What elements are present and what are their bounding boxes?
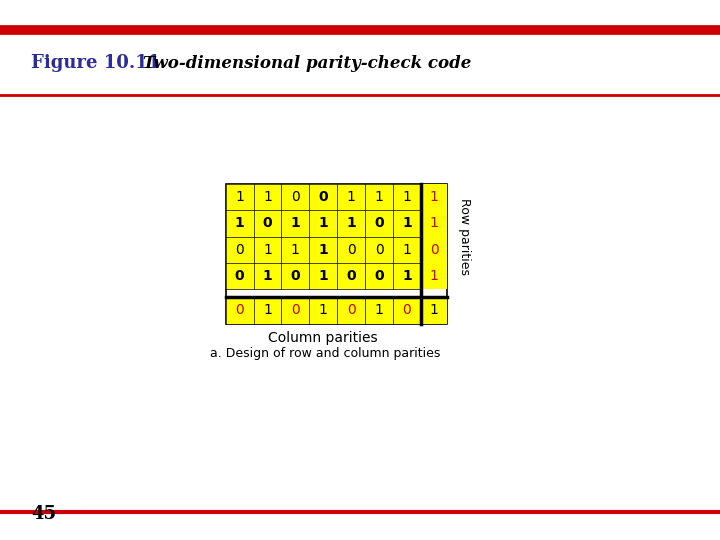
Text: 0: 0 [291, 303, 300, 318]
Text: 1: 1 [263, 303, 272, 318]
Text: Two-dimensional parity-check code: Two-dimensional parity-check code [143, 55, 471, 71]
Text: 1: 1 [235, 190, 244, 204]
Bar [225, 296, 421, 325]
Text: 0: 0 [402, 303, 411, 318]
Text: 1: 1 [402, 269, 412, 283]
Text: 0: 0 [263, 217, 272, 231]
Text: 0: 0 [235, 242, 244, 256]
Text: 0: 0 [374, 217, 384, 231]
Bar [421, 262, 447, 289]
Bar [225, 210, 421, 237]
Text: 1: 1 [290, 217, 300, 231]
Bar [225, 184, 447, 325]
Bar [225, 262, 421, 289]
Text: 1: 1 [263, 242, 272, 256]
Text: 1: 1 [374, 190, 384, 204]
Text: 0: 0 [347, 303, 356, 318]
Text: 1: 1 [263, 190, 272, 204]
Text: 0: 0 [235, 303, 244, 318]
Text: 1: 1 [318, 269, 328, 283]
Bar [421, 210, 447, 237]
Text: 1: 1 [263, 269, 272, 283]
Text: 1: 1 [402, 217, 412, 231]
Text: 1: 1 [430, 303, 438, 318]
Bar [421, 184, 447, 211]
Text: Row parities: Row parities [458, 198, 471, 275]
Text: 1: 1 [430, 269, 438, 283]
Text: 1: 1 [347, 190, 356, 204]
Text: 1: 1 [402, 190, 411, 204]
Text: 0: 0 [374, 242, 384, 256]
Text: Figure 10.11: Figure 10.11 [31, 53, 161, 71]
Text: 45: 45 [31, 505, 56, 523]
Text: 0: 0 [430, 242, 438, 256]
Bar [225, 184, 421, 211]
Text: 1: 1 [430, 217, 438, 231]
Text: 0: 0 [374, 269, 384, 283]
Text: 0: 0 [347, 242, 356, 256]
Bar [225, 237, 421, 262]
Text: 1: 1 [235, 217, 245, 231]
Text: 0: 0 [235, 269, 244, 283]
Text: 0: 0 [346, 269, 356, 283]
Text: a. Design of row and column parities: a. Design of row and column parities [210, 347, 441, 360]
Text: 0: 0 [291, 269, 300, 283]
Bar [421, 296, 447, 325]
Text: 1: 1 [318, 242, 328, 256]
Text: 1: 1 [430, 190, 438, 204]
Text: 1: 1 [346, 217, 356, 231]
Text: 1: 1 [374, 303, 384, 318]
Text: 1: 1 [318, 217, 328, 231]
Text: 0: 0 [291, 190, 300, 204]
Text: 1: 1 [291, 242, 300, 256]
Text: 1: 1 [319, 303, 328, 318]
Bar [421, 237, 447, 262]
Text: 1: 1 [402, 242, 411, 256]
Text: Column parities: Column parities [269, 331, 378, 345]
Text: 0: 0 [318, 190, 328, 204]
